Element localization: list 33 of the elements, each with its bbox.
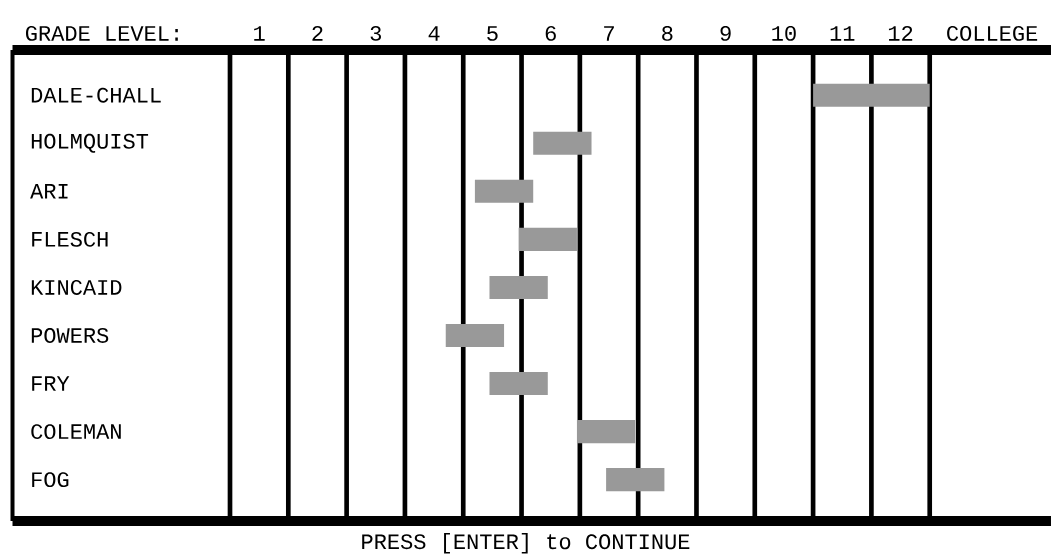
text: PRESS [ENTER] to CONTINUE (362, 533, 690, 554)
x-tick-label: 3 (370, 25, 381, 41)
x-tick-label: 2 (312, 25, 323, 41)
x-tick-label: 5 (487, 26, 498, 41)
y-tick-label: DALE-CHALL (31, 87, 161, 103)
y-tick-label: ARI (30, 184, 68, 199)
y-tick-label: FLESCH (32, 231, 108, 247)
y-tick-label: COLEMAN (31, 424, 121, 440)
x-tick-label: 7 (604, 26, 614, 41)
bar (518, 227, 577, 251)
y-tick-label: HOLMQUIST (31, 133, 149, 153)
bar (576, 420, 636, 444)
x-tick-label: 6 (545, 25, 556, 41)
x-tick-label: 12 (888, 25, 913, 41)
y-tick-label: POWERS (31, 328, 109, 343)
x-axis-title: GRADE LEVEL: (25, 25, 178, 41)
x-tick-label: 10 (772, 25, 796, 41)
y-tick-label: FOG (32, 472, 69, 488)
x-tick-label: 8 (662, 25, 673, 41)
y-tick-label: FRY (32, 376, 70, 391)
x-tick-label: COLLEGE (947, 25, 1038, 41)
bar (445, 323, 505, 348)
x-tick-label: 4 (428, 26, 440, 41)
bar (533, 131, 592, 155)
x-tick-label: 1 (254, 26, 265, 41)
bar (489, 372, 548, 396)
bar (813, 83, 930, 107)
bar (474, 179, 534, 203)
x-tick-label: 9 (720, 25, 731, 41)
bar (606, 468, 665, 492)
y-tick-label: KINCAID (31, 279, 122, 295)
bar (489, 275, 548, 299)
x-tick-label: 11 (830, 26, 855, 41)
